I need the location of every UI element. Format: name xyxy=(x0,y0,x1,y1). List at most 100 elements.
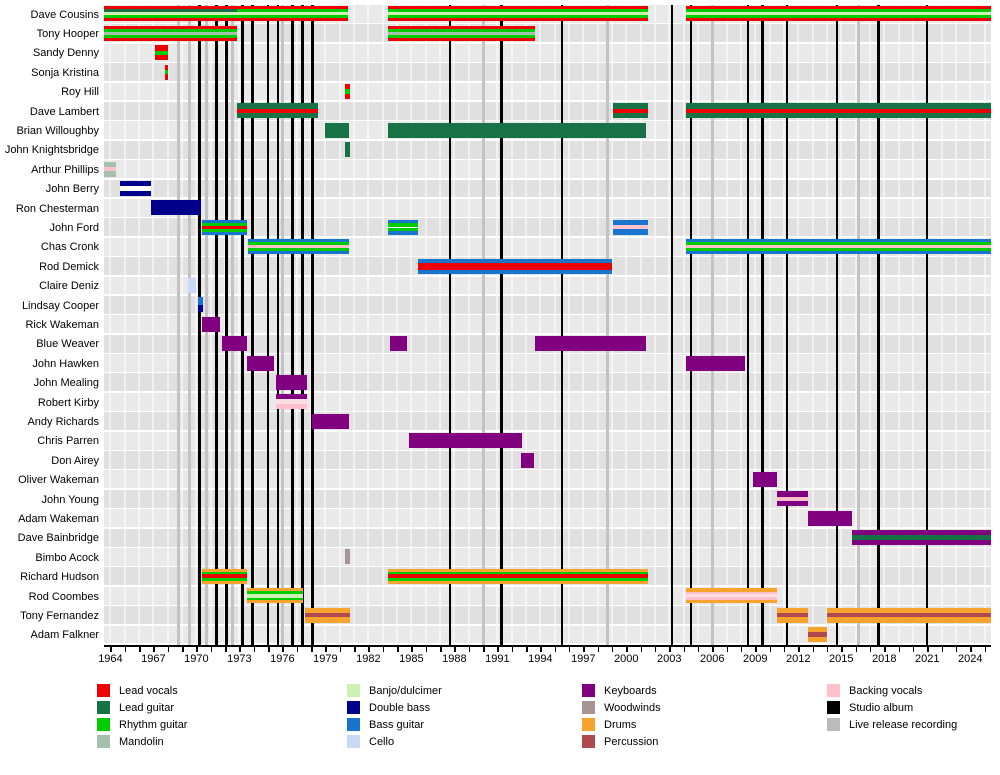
instrument-stripe-drums xyxy=(686,599,777,604)
year-gridline xyxy=(668,5,671,645)
axis-tick xyxy=(296,647,299,652)
instrument-stripe-rhythm_guitar xyxy=(164,69,169,75)
tenure-bar xyxy=(388,122,647,138)
axis-tick xyxy=(167,647,170,652)
year-gridline xyxy=(510,5,513,645)
instrument-stripe-lead_vocals xyxy=(388,6,648,10)
member-name-label: Chris Parren xyxy=(37,435,99,448)
axis-tick xyxy=(626,647,628,652)
instrument-stripe-percussion xyxy=(305,613,350,618)
tenure-bar xyxy=(345,549,350,565)
instrument-stripe-rhythm_guitar xyxy=(388,34,535,38)
axis-tick xyxy=(927,647,929,652)
instrument-stripe-bass_guitar xyxy=(686,251,991,255)
axis-tick xyxy=(783,647,786,652)
instrument-stripe-rhythm_guitar xyxy=(202,222,248,226)
legend-label: Bass guitar xyxy=(369,719,425,731)
tenure-bar xyxy=(187,277,197,293)
instrument-stripe-rhythm_guitar xyxy=(388,571,648,575)
member-name-label: John Berry xyxy=(45,183,99,196)
legend: Lead vocals Lead guitar Rhythm guitar Mando… xyxy=(0,682,1000,772)
instrument-stripe-lead_guitar xyxy=(345,142,350,158)
tenure-bar xyxy=(325,122,350,138)
instrument-stripe-lead_guitar xyxy=(686,113,991,119)
studio-album-line xyxy=(311,5,314,645)
year-gridline xyxy=(797,5,800,645)
axis-tick xyxy=(884,647,886,652)
year-gridline xyxy=(252,5,255,645)
instrument-stripe-bass_guitar xyxy=(686,239,991,243)
tenure-bar xyxy=(388,25,535,41)
member-name-label: Bimbo Acock xyxy=(35,551,99,564)
live-release-line xyxy=(176,5,180,645)
year-gridline xyxy=(954,5,957,645)
axis-tick xyxy=(683,647,686,652)
axis-tick xyxy=(282,647,284,652)
legend-swatch-live xyxy=(827,718,840,731)
studio-album-line xyxy=(746,5,750,645)
member-name-label: Robert Kirby xyxy=(37,396,99,409)
axis-year-label: 1988 xyxy=(442,653,467,665)
axis-tick xyxy=(740,647,743,652)
instrument-stripe-rhythm_guitar xyxy=(388,15,648,19)
member-name-label: Sonja Kristina xyxy=(31,66,99,79)
member-name-label: Claire Deniz xyxy=(39,280,99,293)
year-gridline xyxy=(295,5,298,645)
member-name-label: John Mealing xyxy=(33,377,99,390)
instrument-stripe-rhythm_guitar xyxy=(202,578,248,581)
axis-tick xyxy=(454,647,456,652)
axis-tick xyxy=(869,647,872,652)
instrument-stripe-lead_vocals xyxy=(388,37,535,41)
axis-year-label: 2003 xyxy=(657,653,682,665)
instrument-stripe-keyboards xyxy=(776,500,809,507)
instrument-stripe-backing_vocals xyxy=(686,245,991,249)
year-gridline xyxy=(367,5,370,645)
instrument-stripe-bass_guitar xyxy=(388,231,418,235)
year-gridline xyxy=(582,5,585,645)
instrument-stripe-bass_guitar xyxy=(388,219,418,224)
year-gridline xyxy=(123,5,126,645)
instrument-stripe-lt_pink xyxy=(686,594,777,598)
instrument-stripe-lead_guitar xyxy=(236,103,319,109)
instrument-stripe-backing_vocals xyxy=(776,496,809,501)
axis-tick xyxy=(697,647,700,652)
axis-tick xyxy=(311,647,313,652)
instrument-stripe-keyboards xyxy=(753,471,777,487)
year-gridline xyxy=(596,5,599,645)
instrument-stripe-lead_vocals xyxy=(104,18,237,22)
axis-tick xyxy=(411,647,413,652)
instrument-stripe-lead_vocals xyxy=(345,93,350,100)
legend-label: Backing vocals xyxy=(849,685,923,697)
year-gridline xyxy=(467,5,470,645)
instrument-stripe-rhythm_guitar xyxy=(154,50,168,55)
studio-album-line xyxy=(301,5,304,645)
year-gridline xyxy=(782,5,785,645)
instrument-stripe-lead_guitar xyxy=(852,535,991,540)
instrument-stripe-rhythm_guitar xyxy=(388,578,648,581)
member-name-label: Dave Bainbridge xyxy=(17,532,99,545)
instrument-stripe-lead_vocals xyxy=(104,37,237,41)
instrument-stripe-lead_vocals xyxy=(236,6,349,10)
axis-tick xyxy=(798,647,800,652)
year-gridline xyxy=(396,5,399,645)
instrument-stripe-backing_vocals xyxy=(686,597,777,600)
legend-swatch-studio xyxy=(827,701,840,714)
tenure-bar xyxy=(686,588,777,604)
tenure-bar xyxy=(852,530,991,546)
instrument-stripe-lead_vocals xyxy=(154,54,168,61)
instrument-stripe-bass_guitar xyxy=(248,251,350,255)
member-name-label: John Knightsbridge xyxy=(4,144,99,157)
tenure-bar xyxy=(119,180,152,196)
live-release-line xyxy=(230,5,234,645)
instrument-stripe-backing_vocals xyxy=(104,166,117,172)
year-gridline xyxy=(310,5,313,645)
year-gridline xyxy=(324,5,327,645)
tenure-bar xyxy=(808,510,852,526)
axis-tick xyxy=(841,647,843,652)
tenure-bar xyxy=(686,6,991,22)
instrument-stripe-rhythm_guitar xyxy=(686,248,991,252)
studio-album-line xyxy=(689,5,693,645)
year-gridline xyxy=(138,5,141,645)
axis-tick xyxy=(468,647,471,652)
